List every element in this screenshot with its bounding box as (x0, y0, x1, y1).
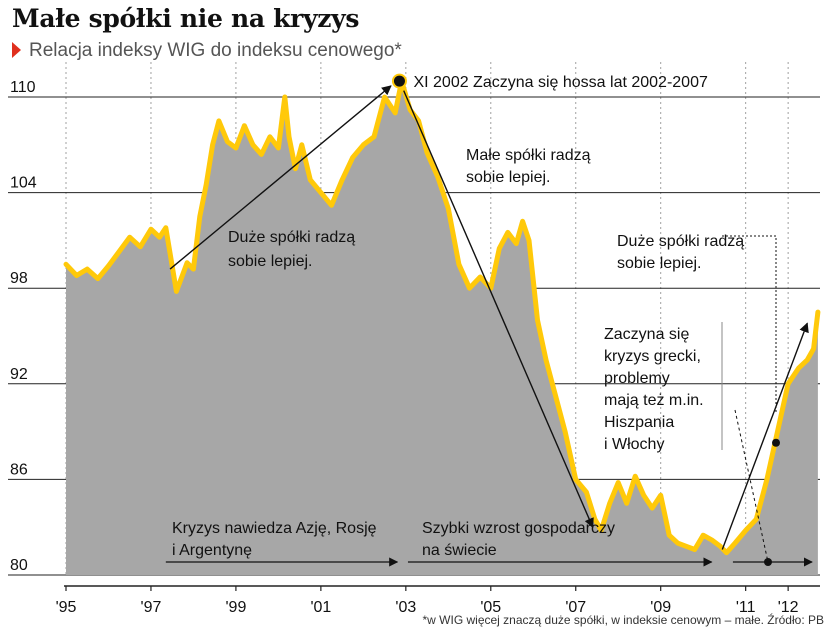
y-tick-label-98: 98 (10, 270, 28, 287)
y-tick-label-104: 104 (10, 175, 37, 192)
footnote: *w WIG więcej znaczą duże spółki, w inde… (422, 613, 825, 627)
chart-subtitle: Relacja indeksy WIG do indeksu cenowego* (12, 40, 402, 62)
label-big-better-2-0: Duże spółki radzą (617, 233, 744, 250)
arrow-big-better-1 (169, 85, 392, 270)
red-triangle-icon (12, 42, 21, 58)
y-tick-label-92: 92 (10, 366, 28, 383)
arrow-small-better (403, 90, 594, 529)
label-asia-1: i Argentynę (172, 542, 252, 559)
x-tick-label-03: '03 (395, 599, 416, 616)
peak-marker (391, 73, 407, 89)
peak-label: XI 2002 Zaczyna się hossa lat 2002-2007 (413, 74, 708, 91)
label-growth-0: Szybki wzrost gospodarczy (422, 520, 615, 537)
bracket-big-better-2 (722, 235, 777, 414)
annotations: XI 2002 Zaczyna się hossa lat 2002-2007 M… (165, 73, 813, 567)
x-tick-label-11: '11 (736, 599, 756, 616)
label-asia-0: Kryzys nawiedza Azję, Rosję (172, 520, 377, 537)
y-tick-label-80: 80 (10, 557, 28, 574)
x-tick-label-99: '99 (225, 599, 246, 616)
x-tick-label-09: '09 (650, 599, 671, 616)
label-greece-4: Hiszpania (604, 414, 674, 431)
area-layer (63, 78, 821, 575)
axes: 80 86 92 98 104 110 '95 '97 '99 '01 '03 '05 '07 '09 '1… (10, 79, 820, 616)
label-small-better-1: sobie lepiej. (466, 169, 551, 186)
x-tick-label-01: '01 (310, 599, 331, 616)
label-greece-2: problemy (604, 370, 670, 387)
label-small-better-0: Małe spółki radzą (466, 147, 591, 164)
dot-big-better-2 (772, 438, 780, 447)
chart-title: Małe spółki nie na kryzys (12, 4, 360, 33)
label-big-better-1-1: sobie lepiej. (228, 253, 313, 270)
label-greece-1: kryzys grecki, (604, 348, 701, 365)
label-greece-5: i Włochy (604, 436, 664, 453)
arrow-big-better-2 (721, 322, 809, 550)
x-tick-label-07: '07 (565, 599, 586, 616)
label-greece-0: Zaczyna się (604, 326, 689, 343)
x-tick-label-97: '97 (141, 599, 162, 616)
x-tick-label-95: '95 (56, 599, 77, 616)
y-tick-label-86: 86 (10, 461, 28, 478)
area-fill (66, 81, 818, 575)
label-big-better-2-1: sobie lepiej. (617, 255, 702, 272)
greece-connector (734, 409, 769, 563)
x-tick-label-05: '05 (480, 599, 501, 616)
label-big-better-1-0: Duże spółki radzą (228, 229, 355, 246)
y-tick-label-110: 110 (10, 79, 36, 96)
label-growth-1: na świecie (422, 542, 497, 559)
x-tick-label-12: '12 (778, 599, 799, 616)
label-greece-3: mają też m.in. (604, 392, 704, 409)
series-line (63, 78, 821, 556)
subtitle-text: Relacja indeksy WIG do indeksu cenowego* (29, 40, 402, 61)
